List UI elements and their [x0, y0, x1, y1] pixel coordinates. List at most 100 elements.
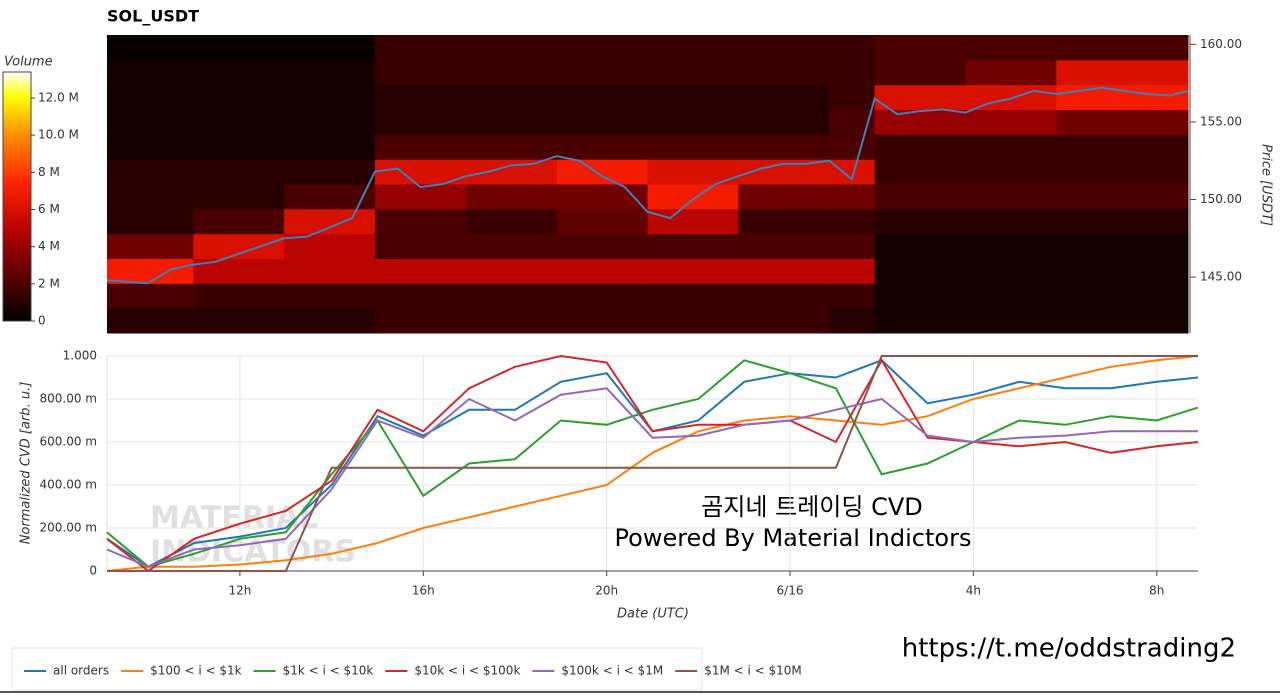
heat-cell [647, 59, 739, 86]
heat-cell [193, 134, 285, 160]
heat-cell [738, 308, 830, 334]
heat-cell [738, 258, 830, 284]
heat-cell [107, 159, 194, 185]
heat-cell [647, 84, 739, 110]
y-axis-label: Normalized CVD [arb. u.] [19, 382, 34, 545]
heat-cell [107, 258, 194, 284]
heat-cell [465, 35, 558, 61]
x-tick-label: 4h [966, 584, 981, 598]
heat-cell [874, 184, 966, 210]
heat-cell [738, 233, 830, 259]
heat-cell [465, 233, 558, 259]
heat-cell [284, 35, 376, 61]
heat-cell [284, 109, 376, 135]
heat-cell [1056, 35, 1189, 61]
y-tick-label: 155.00 [1200, 114, 1242, 128]
x-axis-label: Date (UTC) [617, 607, 689, 622]
heat-cell [738, 84, 830, 110]
heat-cell [284, 159, 376, 185]
x-tick-label: 8h [1149, 584, 1164, 598]
heat-cell [647, 184, 739, 210]
heat-cell [107, 308, 194, 334]
heat-cell [374, 308, 467, 334]
heat-cell [193, 109, 285, 135]
heat-cell [829, 134, 876, 160]
heat-cell [374, 208, 467, 235]
heat-cell [284, 258, 376, 284]
y-tick-label: 150.00 [1200, 192, 1242, 206]
y-tick-label: 1.000 [63, 349, 97, 363]
heat-cell [465, 159, 558, 185]
heat-cell [965, 35, 1057, 61]
heat-cell [107, 109, 194, 135]
heat-cell [1056, 109, 1189, 135]
heat-cell [874, 159, 966, 185]
heat-cell [374, 84, 467, 110]
heat-cell [829, 84, 876, 110]
heat-cell [193, 84, 285, 110]
heat-cell [556, 283, 648, 309]
footer-link[interactable]: https://t.me/oddstrading2 [902, 634, 1236, 664]
colorbar-tick-label: 2 M [38, 276, 60, 290]
heat-cell [874, 84, 966, 110]
legend-label: $100k < i < $1M [561, 664, 663, 678]
heat-cell [647, 258, 739, 284]
heat-cell [193, 308, 285, 334]
heat-cell [874, 134, 966, 160]
colorbar-tick-label: 0 [38, 314, 46, 328]
heat-cell [647, 208, 739, 235]
heat-cell [284, 134, 376, 160]
series-line [106, 354, 1199, 573]
price-line [106, 86, 1189, 285]
heat-cell [193, 283, 285, 309]
heat-cell [107, 283, 194, 309]
heat-cell [284, 283, 376, 309]
heat-cell [374, 109, 467, 135]
chart-title: SOL_USDT [107, 7, 199, 26]
legend-label: $1k < i < $10k [283, 664, 374, 678]
heat-cell [556, 233, 648, 259]
watermark: MATERIAL [150, 501, 318, 536]
heat-cell [647, 134, 739, 160]
heat-cell [1056, 134, 1189, 160]
heat-cell [1056, 59, 1189, 86]
legend-label: $1M < i < $10M [704, 664, 802, 678]
heat-cell [874, 283, 966, 309]
heat-cell [1056, 84, 1189, 110]
heat-cell [556, 84, 648, 110]
heat-cell [647, 308, 739, 334]
colorbar-tick-label: 10.0 M [38, 128, 79, 142]
heat-cell [965, 159, 1057, 185]
heat-cell [874, 308, 966, 334]
heat-cell [193, 233, 285, 259]
heat-cell [465, 184, 558, 210]
heat-cell [829, 59, 876, 86]
heat-cell [284, 208, 376, 235]
heat-cell [374, 283, 467, 309]
heat-cell [965, 59, 1057, 86]
heat-cell [965, 208, 1057, 235]
heat-cell [965, 134, 1057, 160]
heat-cell [556, 308, 648, 334]
heat-cell [1056, 233, 1189, 259]
heat-cell [965, 184, 1057, 210]
y-axis-label: Price [USDT] [1259, 144, 1274, 226]
heat-cell [738, 208, 830, 235]
heat-cell [874, 35, 966, 61]
heat-cell [465, 258, 558, 284]
heat-cell [284, 59, 376, 86]
colorbar-title: Volume [4, 55, 53, 70]
x-tick-label: 20h [595, 584, 618, 598]
heat-cell [556, 159, 648, 185]
heat-cell [1056, 258, 1189, 284]
heat-cell [647, 233, 739, 259]
heat-cell [374, 258, 467, 284]
heat-cell [465, 208, 558, 235]
series-line [107, 355, 1198, 572]
heat-cell [965, 258, 1057, 284]
heat-cell [829, 208, 876, 235]
heat-cell [107, 59, 194, 86]
heat-cell [738, 59, 830, 86]
series-line [106, 355, 1199, 572]
